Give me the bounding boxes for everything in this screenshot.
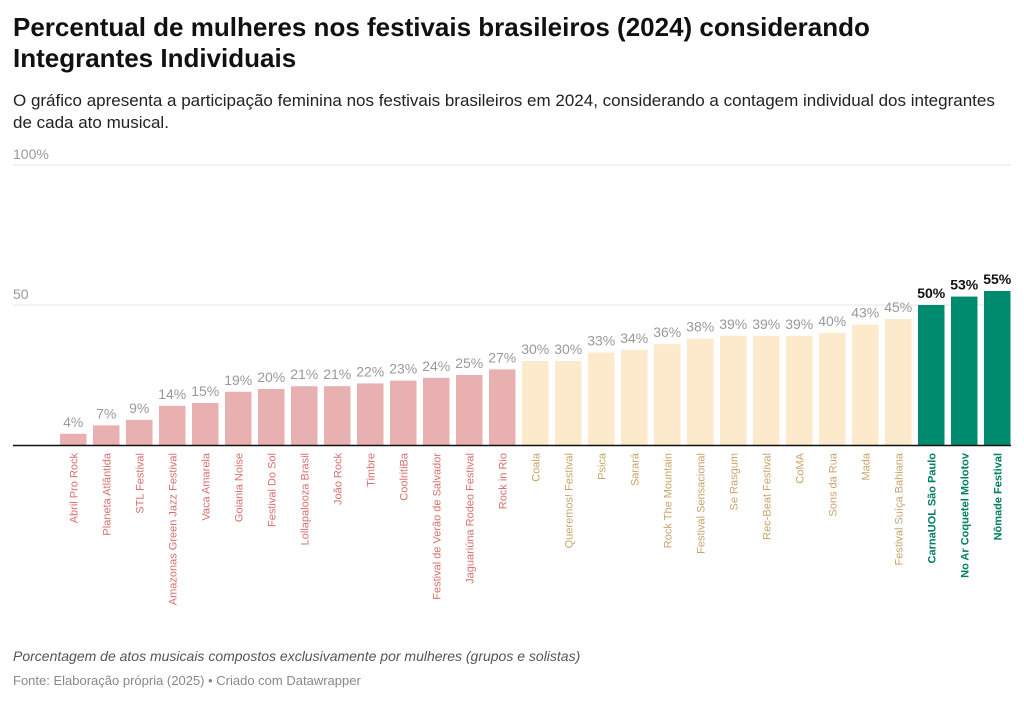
bar [852,324,879,445]
chart-note: Porcentagem de atos musicais compostos e… [13,648,581,664]
value-label: 20% [257,369,285,385]
category-label: Rec-Beat Festival [761,453,773,540]
category-label: Mada [860,452,872,480]
category-label: Festival Sensacional [695,453,707,554]
bar [654,344,681,445]
value-label: 45% [884,299,912,315]
bar-chart: 100% 50 4% 7% 9% 14% 15% 19% 20% 21% 21% 22% 23% 24%… [13,146,1012,605]
value-label: 43% [851,305,879,321]
category-label: STL Festival [134,453,146,514]
value-label: 21% [290,366,318,382]
value-label: 21% [323,366,351,382]
bar [819,333,846,445]
bar [786,335,813,445]
bar [60,433,87,445]
bar [225,391,252,445]
bar [720,335,747,445]
y-tick-label: 50 [13,286,29,302]
category-label: Queremos! Festival [563,453,575,548]
category-label: Timbre [365,453,377,487]
category-label: CoolritiBa [398,452,410,501]
bar [93,425,120,445]
value-label: 14% [158,386,186,402]
category-label: Coala [530,452,542,482]
bar [357,383,384,445]
bar [588,352,615,445]
value-label: 30% [521,341,549,357]
gridlines: 100% 50 [13,146,1011,306]
value-label: 22% [356,363,384,379]
bar [423,377,450,445]
category-label: Sarará [629,452,641,486]
bar [324,386,351,445]
category-label: Rock The Mountain [662,453,674,548]
bar [126,419,153,445]
y-tick-label: 100% [13,146,49,162]
bar [522,361,549,445]
bar [951,296,978,445]
value-label: 50% [917,285,946,301]
category-label: Nômade Festival [992,453,1004,540]
category-label: João Rock [332,453,344,505]
value-label: 9% [129,400,149,416]
category-label: Rock in Rio [497,453,509,509]
bar [291,386,318,445]
category-label: Lollapalooza Brasil [299,453,311,545]
value-label: 39% [719,316,747,332]
value-label: 53% [950,277,979,293]
value-label: 15% [191,383,219,399]
bars [60,291,1011,445]
value-label: 55% [983,271,1012,287]
bar [159,405,186,445]
bar [621,349,648,445]
bar [489,369,516,445]
category-label: Planeta Atlântida [101,452,113,535]
category-label: CoMA [794,452,806,483]
category-label: CarnaUOL São Paulo [926,453,938,564]
value-label: 36% [653,324,681,340]
bar [984,291,1011,445]
value-label: 33% [587,333,615,349]
chart-source: Fonte: Elaboração própria (2025) • Criad… [13,673,361,688]
value-label: 7% [96,405,116,421]
chart-subtitle: O gráfico apresenta a participação femin… [13,91,995,132]
value-label: 27% [488,349,516,365]
bar [918,305,945,445]
value-label: 39% [752,316,780,332]
bar [456,375,483,445]
bar [555,361,582,445]
bar [753,335,780,445]
value-label: 40% [818,313,846,329]
bar [192,403,219,445]
category-label: Vaca Amarela [200,452,212,521]
category-label: Sons da Rua [827,452,839,516]
category-label: Jaguariúna Rodeo Festival [464,453,476,584]
value-labels: 4% 7% 9% 14% 15% 19% 20% 21% 21% 22% 23% 24% 25% 27% 3… [63,271,1012,430]
value-label: 30% [554,341,582,357]
category-labels: Abril Pro Rock Planeta Atlântida STL Festi… [68,452,1004,605]
value-label: 4% [63,414,83,430]
bar [258,389,285,445]
bar [885,319,912,445]
category-label: Amazonas Green Jazz Festival [167,453,179,605]
category-label: No Ar Coquetel Molotov [959,452,971,578]
category-label: Abril Pro Rock [68,453,80,524]
value-label: 23% [389,361,417,377]
chart-title: Percentual de mulheres nos festivais bra… [13,12,870,73]
category-label: Goiania Noise [233,453,245,522]
value-label: 19% [224,372,252,388]
category-label: Festival Suíça Bahiana [893,452,905,565]
bar [687,338,714,445]
value-label: 24% [422,358,450,374]
value-label: 34% [620,330,648,346]
category-label: Festival Do Sol [266,453,278,527]
value-label: 39% [785,316,813,332]
category-label: Psica [596,452,608,480]
category-label: Festival de Verão de Salvador [431,453,443,600]
value-label: 38% [686,319,714,335]
bar [390,380,417,445]
value-label: 25% [455,355,483,371]
category-label: Se Rasgum [728,453,740,510]
